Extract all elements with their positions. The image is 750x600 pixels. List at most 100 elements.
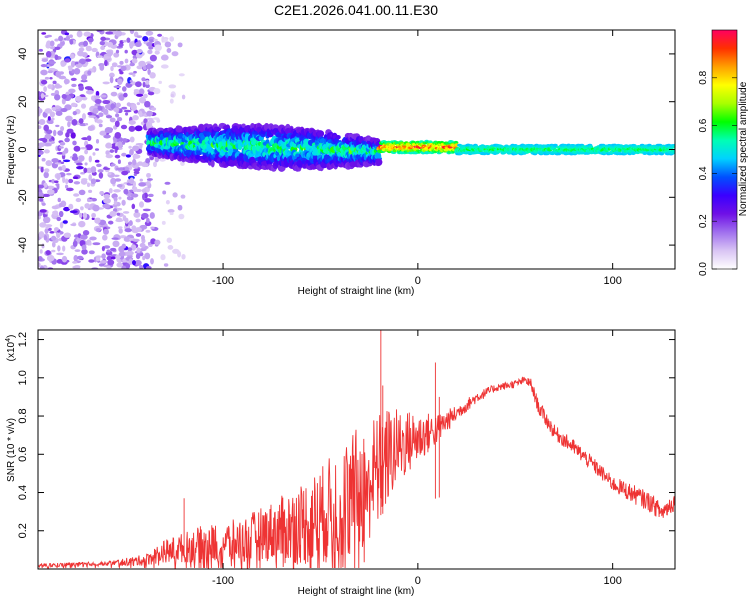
spectrogram-cell [103,245,111,249]
spectrogram-cell [71,155,79,162]
spectrogram-cell [69,34,73,38]
spectrogram-cell [110,177,117,185]
spectrogram-cell [149,54,157,62]
spectrogram-cell [481,152,487,156]
spectrogram-cell [58,210,64,218]
spectrogram-cell [55,70,62,78]
spectrogram-cell [73,145,81,152]
spectrogram-cell [97,169,104,173]
spectrogram-cell [71,83,77,88]
spectrogram-cell [55,124,60,128]
spectrogram-cell [121,106,128,110]
spectrogram-cell [81,248,88,255]
spectrogram-cell [101,253,106,260]
spectrogram-cell [92,204,100,212]
spectrogram-cell [146,172,151,178]
spectrogram-cell [95,90,100,97]
spectrogram-cell [138,182,147,187]
spectrogram-cell [117,207,123,211]
spectrogram-cell [47,227,52,232]
spectrogram-cell [375,158,383,166]
spectrogram-cell [134,41,142,47]
spectrogram-cell [64,32,70,36]
spectrogram-cell [65,115,73,122]
spectrogram-cell [146,42,154,47]
spectrogram-cell [167,209,175,213]
spectrogram-cell [135,227,142,233]
spectrogram-cell [115,167,124,171]
spectrogram-cell [45,51,52,58]
spectrogram-cell [158,80,162,85]
spectrogram-cell [133,70,137,74]
spectrogram-cell [87,70,92,76]
spectrogram-cell [131,203,136,210]
spectrogram-cell [153,117,160,120]
spectrogram-cell [110,103,115,110]
spectrogram-cell [110,256,116,260]
spectrogram-cell [132,186,138,193]
spectrogram-cell [60,161,65,165]
spectrogram-cell [78,118,84,124]
snr-series-line [38,376,675,569]
spectrogram-cell [80,206,84,211]
spectrogram-cell [62,150,66,156]
spectrogram-cell [317,130,325,138]
spectrogram-cell [135,81,142,88]
spectrogram-cell [135,218,141,223]
spectrogram-cell [55,183,60,186]
x-tick-label: 100 [603,275,621,287]
spectrogram-cell [117,116,123,122]
spectrogram-cell [94,148,100,151]
spectrogram-cell [127,247,133,252]
spectrogram-cell [41,157,46,162]
spectrogram-cell [58,35,64,42]
spectrogram-cell [39,197,44,202]
spectrogram-cell [64,137,70,143]
spectrogram-cell [121,199,126,206]
spectrogram-cell [167,245,174,250]
spectrogram-cell [146,217,150,224]
spectrogram-cell [672,145,675,149]
spectrogram-cell [109,149,115,153]
spectrogram-cell [62,176,66,184]
spectrogram-cell [56,173,61,181]
spectrogram-cell [91,95,95,101]
spectrogram-cell [135,233,142,237]
spectrogram-cell [120,124,128,130]
spectrogram-cell [133,211,141,218]
colorbar-label: Normalized spectral amplitude [738,81,749,216]
spectrogram-cell [181,253,186,260]
spectrogram-cell [79,147,87,150]
x-tick-label: -100 [212,575,234,587]
spectrogram-cell [146,63,151,70]
spectrogram-cell [88,189,93,194]
spectrogram-cell [40,79,48,85]
spectrogram-cell [153,161,157,168]
spectrogram-cell [145,229,151,233]
spectrogram-cell [75,198,82,203]
spectrogram-cell [49,46,56,50]
spectrogram-cell [61,255,68,263]
spectrogram-cell [148,193,154,198]
spectrogram-cell [52,80,57,85]
spectrogram-cell [93,95,101,100]
spectrogram-cell [99,64,105,71]
snr-frame [37,329,676,570]
spectrogram-cell [110,163,116,167]
spectrogram-cell [92,107,99,114]
spectrogram-cell [63,232,72,238]
spectrogram-cell [51,249,56,253]
spectrogram-cell [78,189,86,196]
spectrogram-cell [68,88,76,94]
spectrogram-cell [45,160,53,167]
spectrogram-cell [99,40,106,46]
spectrogram-x-ticks: -100 0 100 [212,30,622,287]
spectrogram-cell [61,164,66,171]
spectrogram-cell [552,143,558,147]
spectrogram-cell [175,125,183,133]
y-tick-label: 1.2 [17,332,29,347]
spectrogram-cell [154,44,162,52]
spectrogram-cell [38,142,45,148]
spectrogram-cell [104,59,108,67]
spectrogram-cell [105,154,114,159]
